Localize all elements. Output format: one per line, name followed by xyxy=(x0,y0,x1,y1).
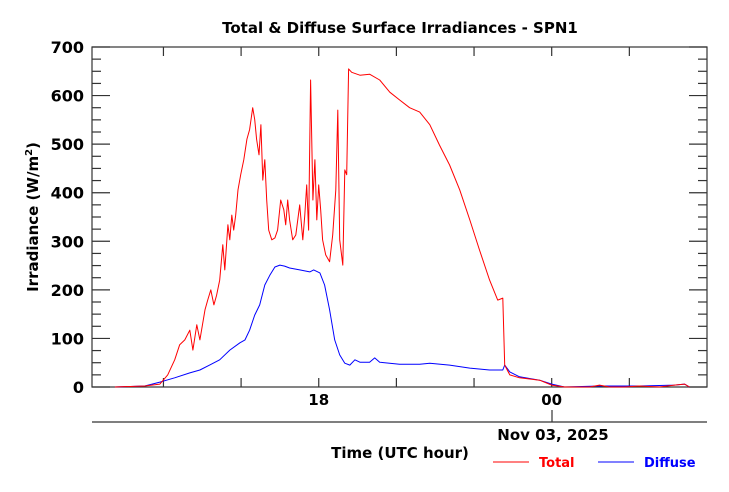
x-tick-label: 18 xyxy=(308,391,329,409)
y-axis-label-close: ) xyxy=(24,142,42,149)
x-axis-label: Time (UTC hour) xyxy=(331,444,469,462)
y-axis-label: Irradiance (W/m2) xyxy=(24,142,42,292)
legend-total-label: Total xyxy=(539,456,575,471)
y-axis-label-text: Irradiance (W/m xyxy=(24,156,42,292)
y-tick-label: 300 xyxy=(51,232,84,251)
chart-title: Total & Diffuse Surface Irradiances - SP… xyxy=(222,19,578,37)
y-tick-label: 100 xyxy=(51,329,84,348)
x-tick-label: 00 xyxy=(541,391,562,409)
legend-diffuse-label: Diffuse xyxy=(644,456,696,471)
y-tick-label: 600 xyxy=(51,87,84,106)
y-axis-label-sup: 2 xyxy=(24,149,35,156)
y-tick-label: 500 xyxy=(51,135,84,154)
series-line-total xyxy=(114,68,690,388)
y-tick-label: 200 xyxy=(51,281,84,300)
y-tick-label: 0 xyxy=(73,378,84,397)
axes: 0 100 200 300 400 500 600 700 18 00 xyxy=(51,38,708,409)
plot-frame xyxy=(91,46,708,388)
series-line-diffuse xyxy=(114,264,690,388)
date-label: Nov 03, 2025 xyxy=(497,426,608,444)
y-tick-label: 700 xyxy=(51,38,84,57)
plot-lines xyxy=(114,68,690,388)
legend: Total Diffuse xyxy=(493,456,696,471)
y-tick-label: 400 xyxy=(51,184,84,203)
